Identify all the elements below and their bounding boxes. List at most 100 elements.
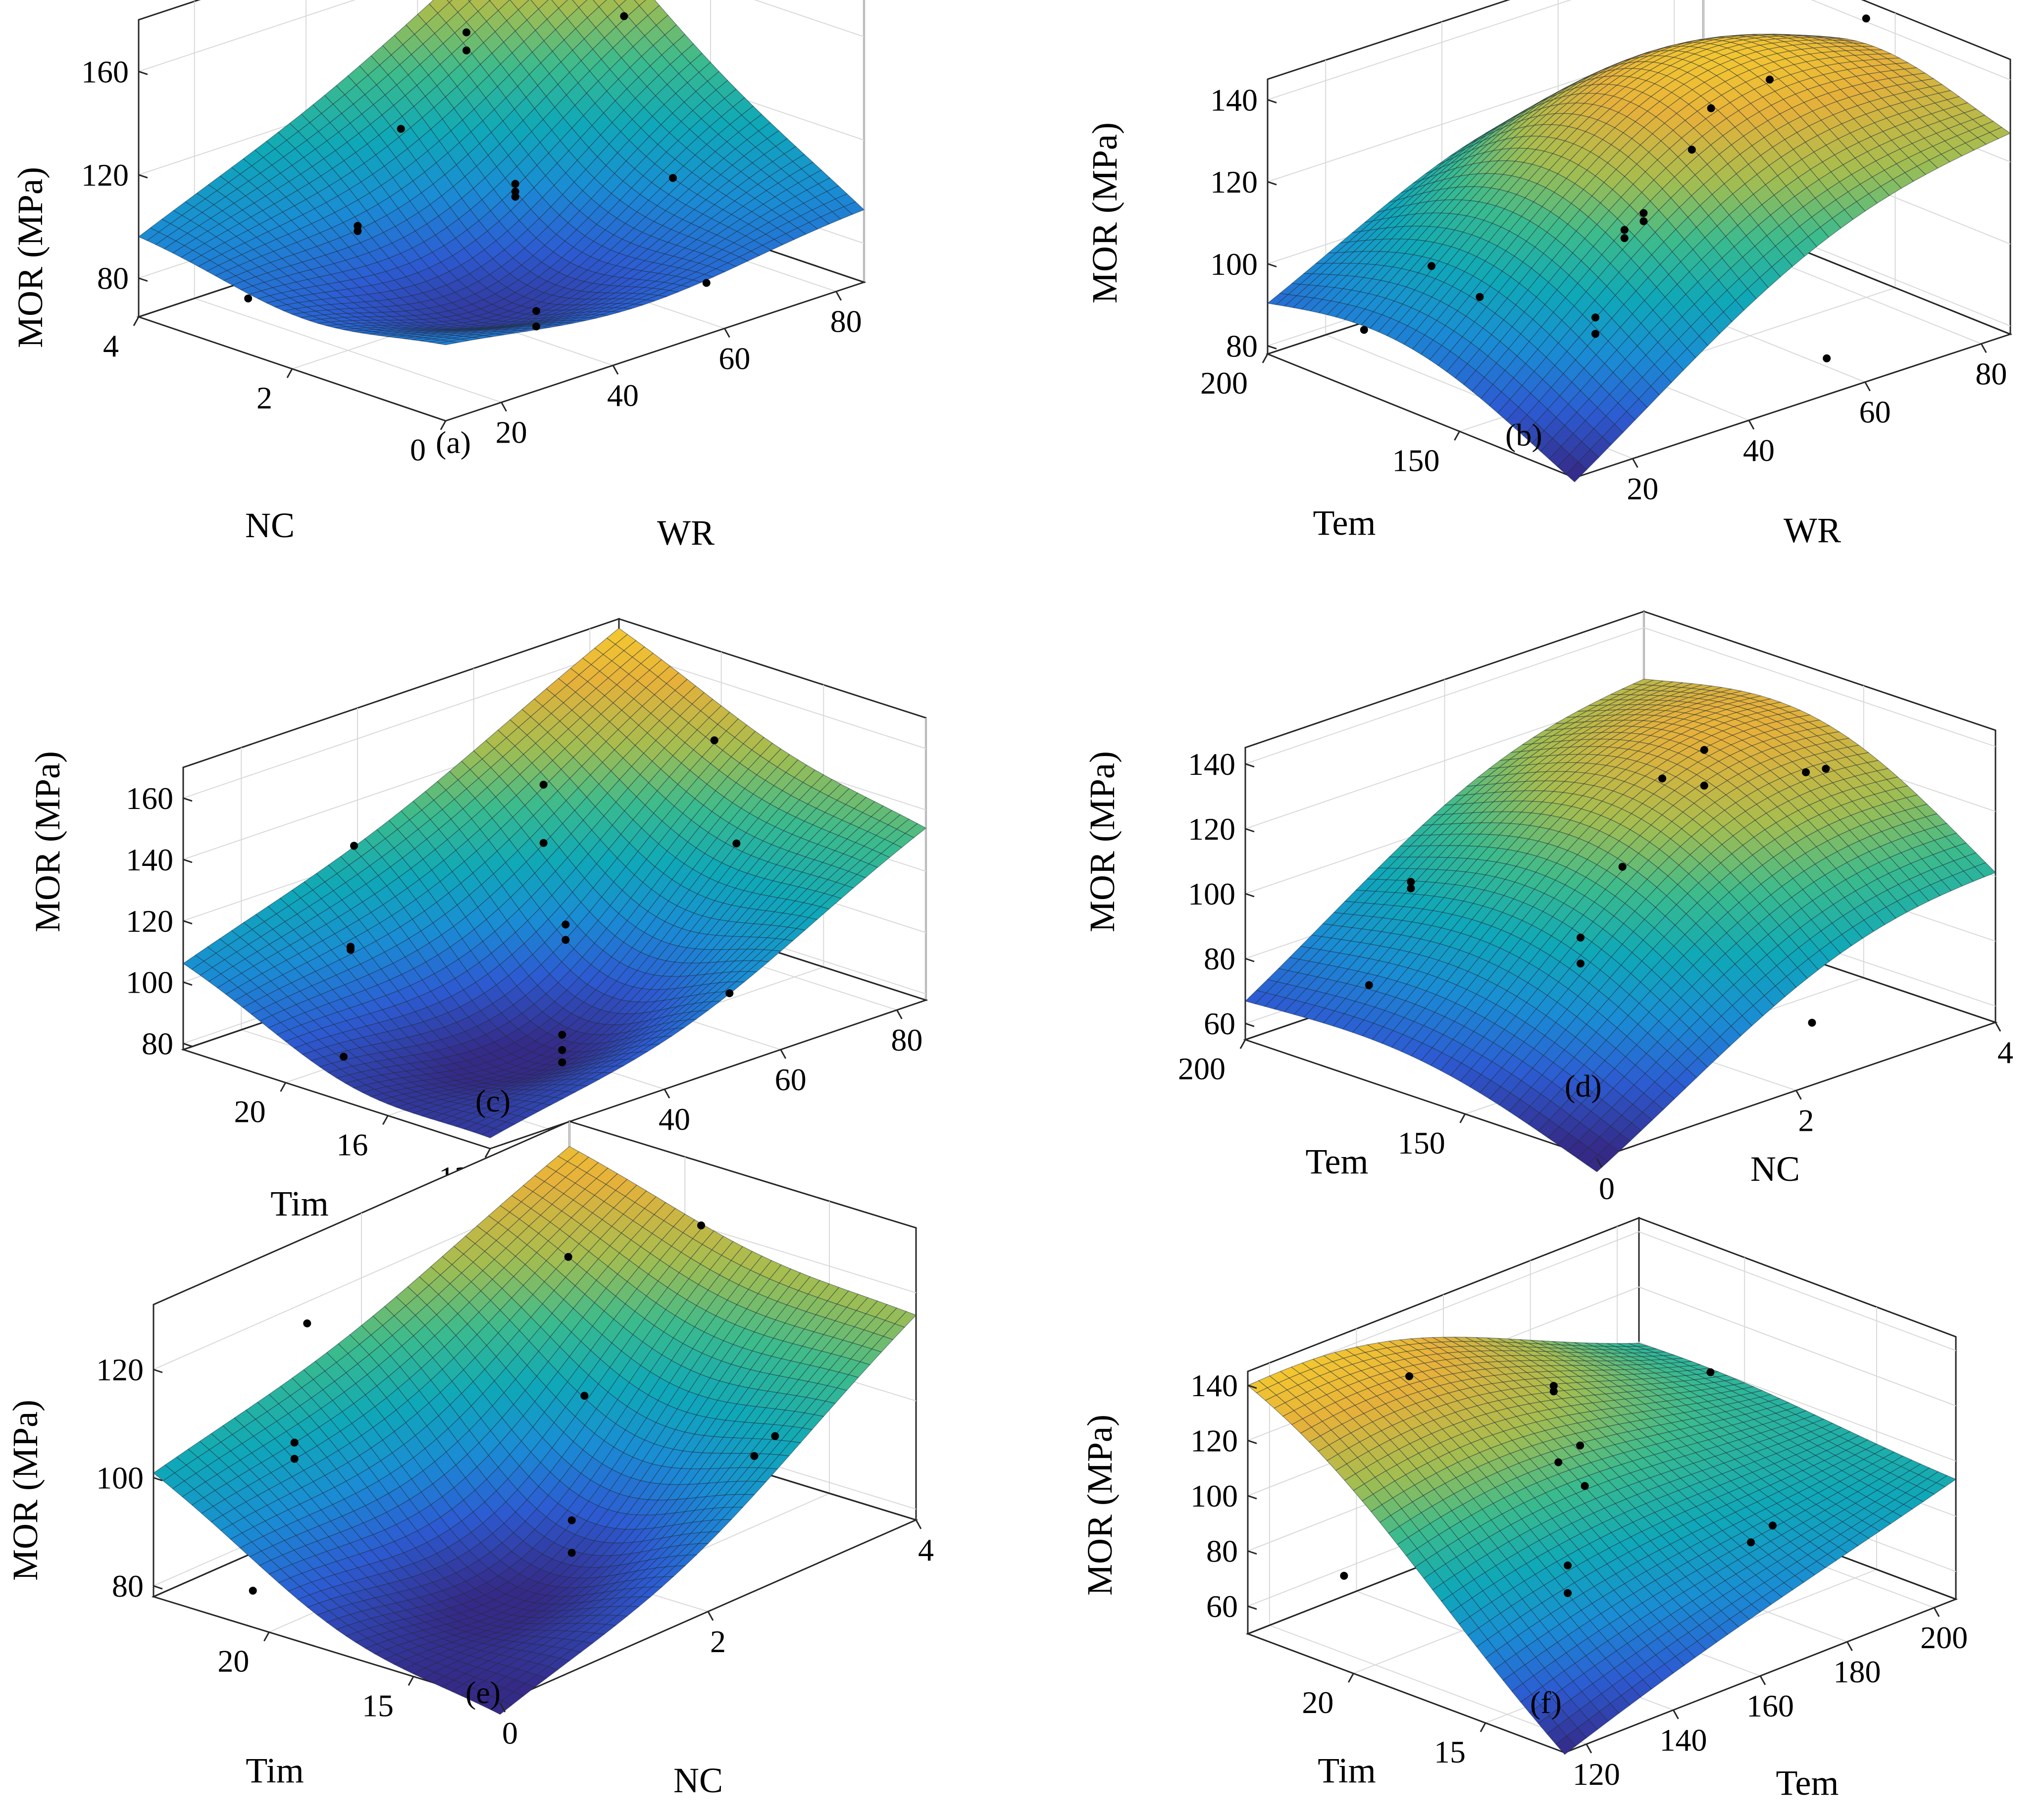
y-tick-mark <box>612 365 619 375</box>
x-tick-label: 20 <box>234 1094 266 1129</box>
y-tick-label: 80 <box>830 304 862 339</box>
z-tick-label: 120 <box>126 904 173 939</box>
data-point <box>1428 262 1435 270</box>
z-tick-label: 120 <box>81 157 129 193</box>
x-tick-mark <box>286 368 293 378</box>
y-tick-mark <box>501 402 507 412</box>
z-axis-label: MOR (MPa) <box>1085 122 1124 303</box>
z-tick-label: 160 <box>126 781 173 816</box>
x-axis-label: Tem <box>1313 503 1376 543</box>
z-tick-label: 120 <box>1210 164 1258 200</box>
surface-cell <box>446 0 453 3</box>
data-point <box>1766 75 1774 84</box>
y-tick-mark <box>1864 381 1871 392</box>
data-point <box>354 222 362 230</box>
y-tick-label: 60 <box>775 1062 807 1097</box>
data-point <box>562 920 570 929</box>
data-point <box>558 1046 566 1054</box>
z-tick-label: 100 <box>1210 247 1258 282</box>
data-point <box>620 12 628 20</box>
x-axis-label: Tim <box>270 1184 328 1223</box>
data-point <box>462 28 470 37</box>
data-point <box>511 188 519 196</box>
y-tick-label: 80 <box>1975 356 2007 391</box>
z-axis-label: MOR (MPa) <box>28 751 67 932</box>
data-point <box>1476 293 1484 301</box>
x-tick-label: 0 <box>410 432 426 467</box>
data-point <box>1707 104 1715 112</box>
y-tick-mark <box>835 291 842 301</box>
data-point <box>1591 313 1599 322</box>
x-tick-label: 16 <box>336 1127 368 1162</box>
y-tick-mark <box>896 1009 903 1019</box>
data-point <box>669 174 677 182</box>
x-tick-mark <box>382 1115 389 1125</box>
y-tick-mark <box>780 1049 786 1059</box>
panel-label: (c) <box>475 1083 511 1118</box>
x-tick-mark <box>1262 353 1269 363</box>
data-point <box>1620 234 1629 242</box>
y-tick-mark <box>1632 458 1638 468</box>
data-point <box>710 736 718 745</box>
z-tick-label: 80 <box>142 1026 173 1061</box>
data-point <box>1591 330 1599 338</box>
data-point <box>1639 209 1648 217</box>
z-tick-label: 140 <box>126 842 173 877</box>
data-point <box>511 180 519 188</box>
data-point <box>539 839 548 847</box>
data-point <box>558 1031 566 1039</box>
x-axis-label: NC <box>245 505 295 545</box>
data-point <box>725 989 734 998</box>
data-point <box>702 279 711 287</box>
y-tick-label: 20 <box>496 415 527 450</box>
data-point <box>340 1053 348 1061</box>
data-point <box>1639 217 1648 225</box>
z-tick-label: 140 <box>1210 82 1258 117</box>
data-point <box>539 780 548 789</box>
data-point <box>1823 354 1831 362</box>
data-point <box>1360 326 1368 334</box>
y-tick-label: 60 <box>718 341 750 376</box>
y-tick-label: 40 <box>607 378 639 413</box>
y-tick-mark <box>1748 420 1755 430</box>
surface-cell <box>634 0 647 6</box>
x-tick-mark <box>1454 431 1460 441</box>
data-point <box>397 125 405 133</box>
response-surface <box>138 0 865 346</box>
y-tick-label: 60 <box>1859 395 1891 430</box>
x-tick-label: 4 <box>103 328 119 363</box>
z-tick-label: 100 <box>126 965 173 1000</box>
x-tick-label: 200 <box>1200 365 1248 401</box>
data-point <box>1862 14 1870 23</box>
data-point <box>532 307 540 315</box>
x-tick-label: 150 <box>1392 443 1440 478</box>
y-axis-label: WR <box>657 513 715 553</box>
data-point <box>347 943 355 951</box>
panel-label: (b) <box>1505 417 1542 453</box>
x-tick-label: 2 <box>256 380 272 415</box>
y-tick-label: 20 <box>1627 471 1658 506</box>
z-tick-label: 80 <box>97 261 129 296</box>
y-tick-label: 80 <box>891 1022 922 1058</box>
x-tick-mark <box>280 1082 286 1092</box>
y-tick-mark <box>664 1089 670 1099</box>
y-tick-label: 40 <box>1743 433 1775 468</box>
data-point <box>244 294 253 303</box>
y-tick-mark <box>1981 343 1987 353</box>
data-point <box>1687 146 1696 154</box>
z-gridline <box>138 0 865 72</box>
x-tick-mark <box>133 316 140 326</box>
y-tick-label: 40 <box>659 1102 690 1137</box>
data-point <box>562 936 570 944</box>
data-point <box>350 842 358 850</box>
data-point <box>1620 226 1629 234</box>
data-point <box>462 46 470 54</box>
data-point <box>732 839 741 848</box>
surface-cell <box>613 0 627 7</box>
z-tick-label: 80 <box>1226 328 1258 363</box>
data-point <box>532 322 540 331</box>
